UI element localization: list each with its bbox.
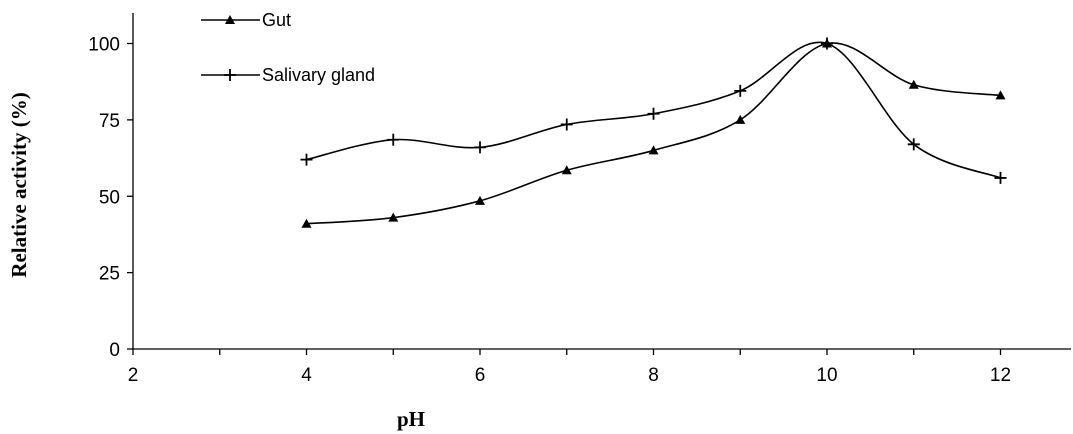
- y-tick-label: 25: [99, 264, 120, 285]
- data-point: [300, 153, 313, 166]
- data-point: [301, 218, 312, 228]
- data-point: [734, 84, 747, 97]
- y-tick-label: 50: [99, 187, 120, 208]
- x-ticks: 2 4 6 8 10 12: [128, 349, 1011, 386]
- x-tick-label: 2: [128, 365, 139, 386]
- data-point: [475, 195, 485, 205]
- x-tick-label: 8: [648, 365, 659, 386]
- legend-marker: [225, 15, 235, 24]
- data-point: [994, 171, 1007, 184]
- series-layer: [300, 37, 1007, 228]
- data-point: [648, 145, 659, 155]
- legend: Gut Salivary gland: [201, 10, 375, 85]
- data-point: [561, 165, 572, 175]
- legend-label: Salivary gland: [262, 65, 375, 85]
- data-point: [647, 107, 660, 120]
- series-gut: [301, 38, 1006, 228]
- legend-item: Salivary gland: [201, 65, 375, 85]
- data-point: [560, 118, 573, 131]
- data-point: [388, 212, 399, 222]
- y-ticks: 0 25 50 75 100: [88, 35, 133, 361]
- y-tick-label: 0: [109, 340, 120, 361]
- x-tick-label: 6: [475, 365, 486, 386]
- legend-item: Gut: [201, 10, 291, 30]
- x-tick-label: 10: [816, 365, 837, 386]
- y-tick-label: 100: [88, 35, 120, 56]
- series-salivary-gland: [300, 37, 1007, 184]
- y-tick-label: 75: [99, 111, 120, 132]
- data-point: [474, 141, 486, 154]
- x-axis-title: pH: [397, 407, 425, 431]
- legend-marker: [224, 69, 236, 81]
- data-point: [821, 37, 833, 50]
- data-point: [387, 133, 400, 146]
- x-tick-label: 12: [990, 365, 1011, 386]
- axes: [132, 13, 1071, 350]
- x-tick-label: 4: [301, 365, 312, 386]
- data-point: [995, 90, 1006, 100]
- data-point: [908, 79, 919, 89]
- legend-label: Gut: [262, 10, 291, 30]
- data-point: [907, 138, 920, 151]
- series-line: [306, 42, 1001, 225]
- y-axis-title: Relative activity (%): [7, 92, 31, 277]
- data-point: [735, 114, 746, 124]
